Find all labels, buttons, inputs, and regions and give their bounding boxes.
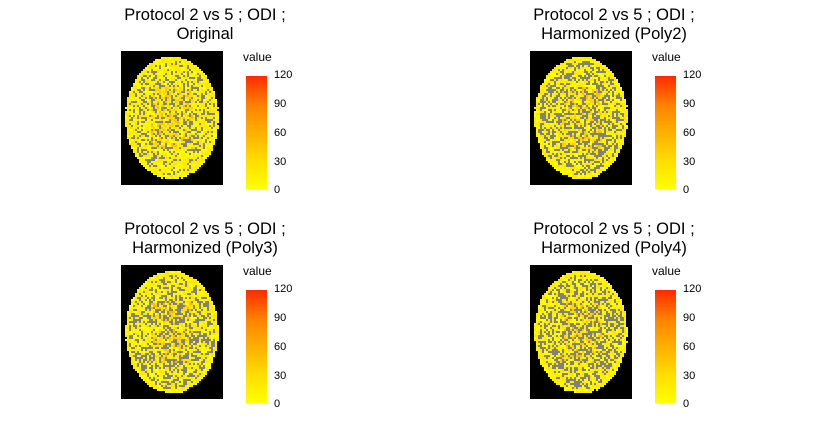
tick-label-30: 30 bbox=[683, 370, 696, 382]
tick-label-90: 90 bbox=[683, 98, 696, 110]
legend-title: value bbox=[243, 264, 272, 278]
colorbar bbox=[655, 290, 676, 403]
tick-label-60: 60 bbox=[683, 341, 696, 353]
tick-label-0: 0 bbox=[683, 184, 690, 196]
brain-heatmap bbox=[121, 265, 223, 399]
tick-label-90: 90 bbox=[274, 312, 287, 324]
tick-label-60: 60 bbox=[274, 341, 287, 353]
legend-title: value bbox=[243, 50, 272, 64]
legend-title: value bbox=[652, 50, 681, 64]
heatmap-panel-poly2: Protocol 2 vs 5 ; ODI ; Harmonized (Poly… bbox=[524, 6, 819, 206]
brain-heatmap bbox=[530, 265, 632, 399]
panel-title: Protocol 2 vs 5 ; ODI ; Harmonized (Poly… bbox=[115, 220, 295, 258]
title-line-2: Harmonized (Poly3) bbox=[132, 239, 278, 257]
colorbar bbox=[655, 76, 676, 189]
tick-label-60: 60 bbox=[274, 127, 287, 139]
heatmap-panel-poly4: Protocol 2 vs 5 ; ODI ; Harmonized (Poly… bbox=[524, 220, 819, 420]
brain-map-svg bbox=[534, 57, 628, 179]
brain-map-svg bbox=[125, 271, 219, 393]
tick-label-30: 30 bbox=[683, 156, 696, 168]
title-line-1: Protocol 2 vs 5 ; ODI ; bbox=[124, 220, 286, 238]
tick-label-120: 120 bbox=[683, 69, 702, 81]
title-line-1: Protocol 2 vs 5 ; ODI ; bbox=[533, 220, 695, 238]
panel-title: Protocol 2 vs 5 ; ODI ; Harmonized (Poly… bbox=[524, 220, 704, 258]
brain-heatmap bbox=[121, 51, 223, 185]
tick-label-90: 90 bbox=[274, 98, 287, 110]
color-legend: value 120 90 60 30 0 bbox=[243, 50, 323, 200]
tick-label-30: 30 bbox=[274, 370, 287, 382]
brain-map-svg bbox=[125, 57, 219, 179]
colorbar bbox=[246, 76, 267, 189]
panel-title: Protocol 2 vs 5 ; ODI ; Original bbox=[115, 6, 295, 44]
legend-title: value bbox=[652, 264, 681, 278]
heatmap-panel-original: Protocol 2 vs 5 ; ODI ; Original value 1… bbox=[115, 6, 415, 206]
title-line-2: Harmonized (Poly4) bbox=[541, 239, 687, 257]
tick-label-120: 120 bbox=[274, 283, 293, 295]
tick-label-90: 90 bbox=[683, 312, 696, 324]
tick-label-0: 0 bbox=[274, 184, 281, 196]
title-line-2: Original bbox=[176, 25, 234, 43]
brain-heatmap bbox=[530, 51, 632, 185]
title-line-2: Harmonized (Poly2) bbox=[541, 25, 687, 43]
tick-label-0: 0 bbox=[274, 398, 281, 410]
title-line-1: Protocol 2 vs 5 ; ODI ; bbox=[124, 6, 286, 24]
tick-label-120: 120 bbox=[274, 69, 293, 81]
tick-label-120: 120 bbox=[683, 283, 702, 295]
panel-title: Protocol 2 vs 5 ; ODI ; Harmonized (Poly… bbox=[524, 6, 704, 44]
color-legend: value 120 90 60 30 0 bbox=[243, 264, 323, 414]
heatmap-panel-poly3: Protocol 2 vs 5 ; ODI ; Harmonized (Poly… bbox=[115, 220, 415, 420]
tick-label-60: 60 bbox=[683, 127, 696, 139]
color-legend: value 120 90 60 30 0 bbox=[652, 50, 732, 200]
tick-label-30: 30 bbox=[274, 156, 287, 168]
brain-map-svg bbox=[534, 271, 628, 393]
title-line-1: Protocol 2 vs 5 ; ODI ; bbox=[533, 6, 695, 24]
colorbar bbox=[246, 290, 267, 403]
color-legend: value 120 90 60 30 0 bbox=[652, 264, 732, 414]
tick-label-0: 0 bbox=[683, 398, 690, 410]
